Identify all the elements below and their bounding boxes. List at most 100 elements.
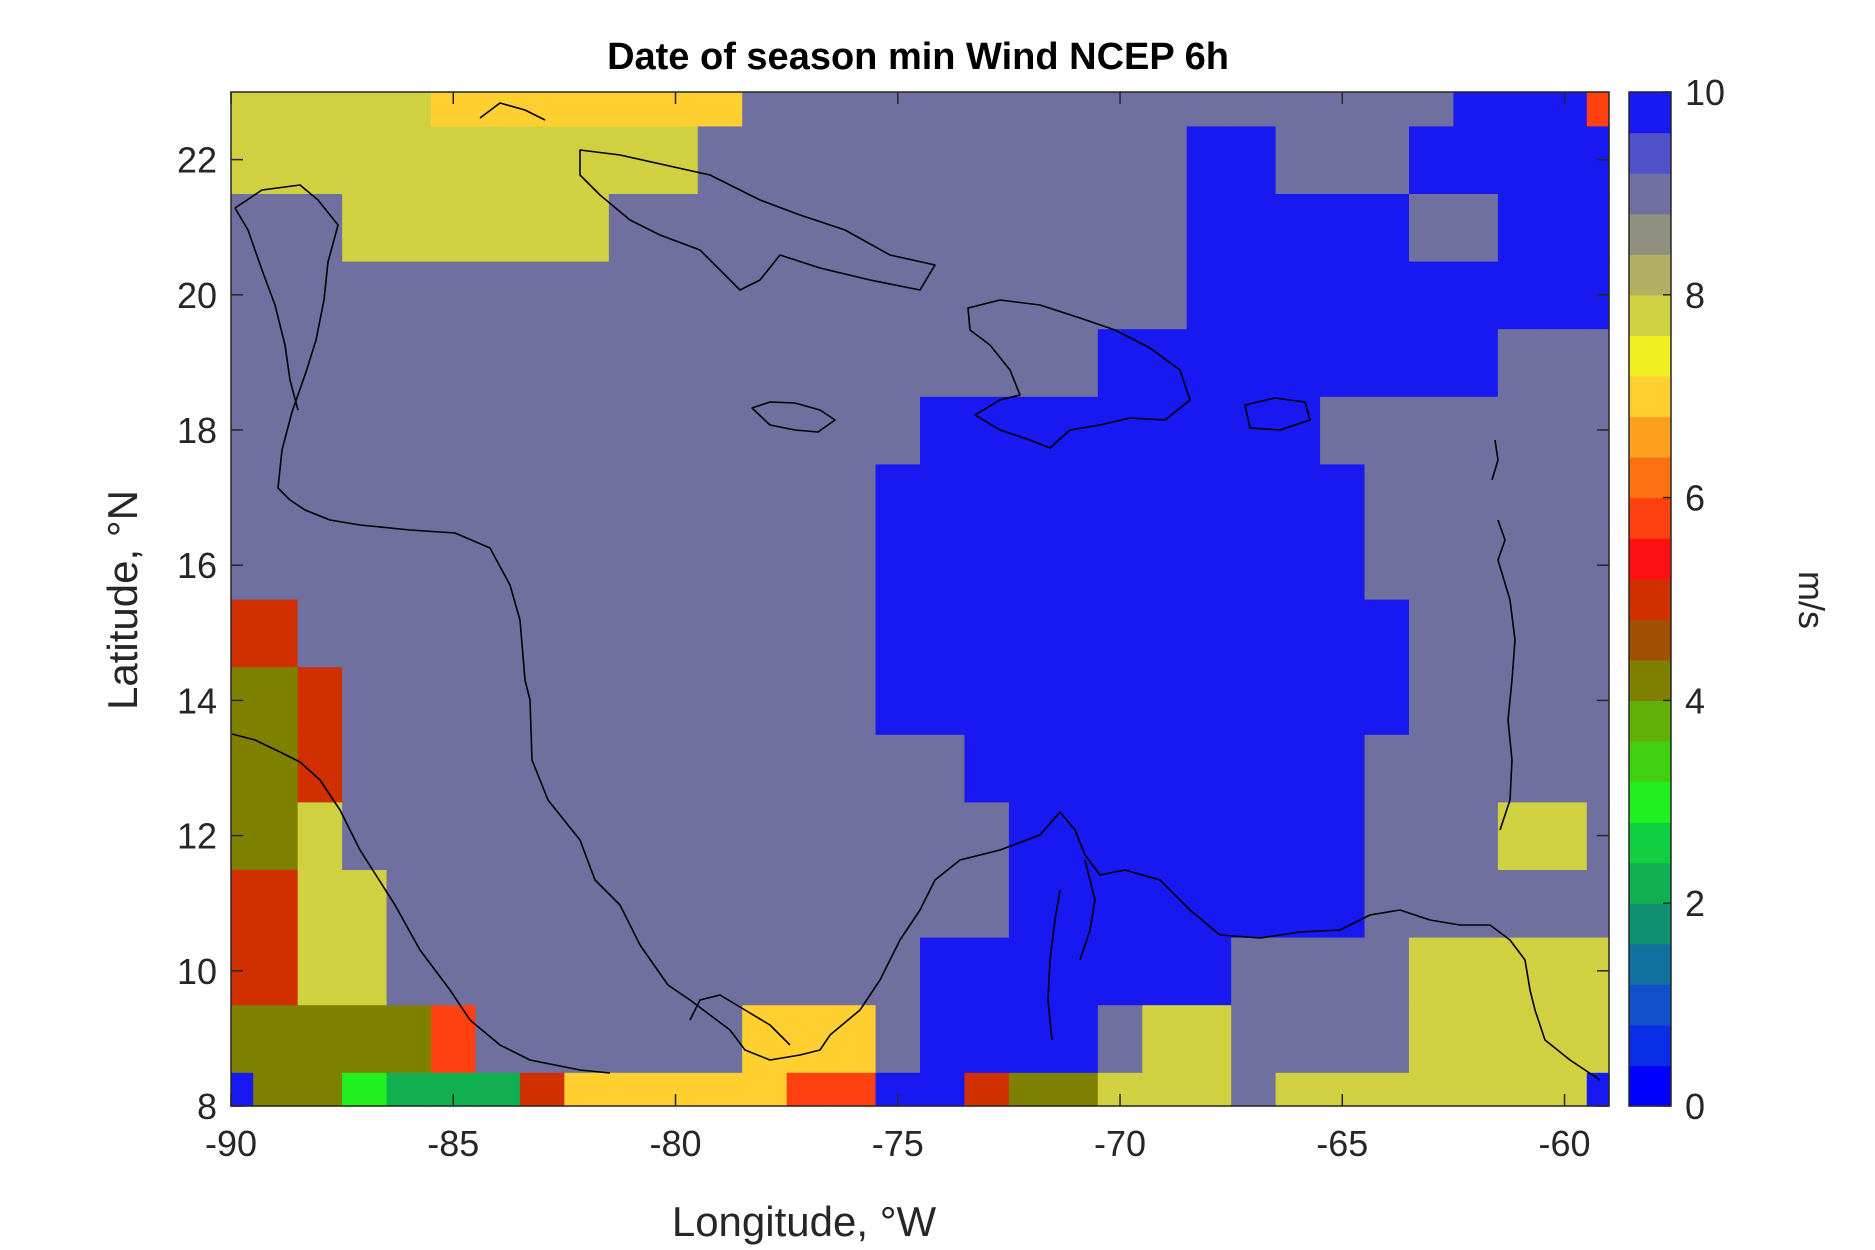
heatmap-cell xyxy=(653,734,699,803)
heatmap-cell xyxy=(831,937,877,1006)
heatmap-cell xyxy=(742,92,788,127)
heatmap-cell xyxy=(519,261,565,330)
heatmap-cell xyxy=(253,125,299,194)
heatmap-cell xyxy=(1275,734,1321,803)
colorbar-segment xyxy=(1629,416,1671,458)
heatmap-cell xyxy=(608,1072,654,1107)
heatmap-cell xyxy=(653,531,699,600)
heatmap-cell xyxy=(1364,463,1410,532)
heatmap-cell xyxy=(1453,801,1499,870)
heatmap-cell xyxy=(1497,92,1543,127)
colorbar-segment xyxy=(1629,578,1671,620)
heatmap-cell xyxy=(564,1072,610,1107)
heatmap-cell xyxy=(1053,937,1099,1006)
heatmap-cell xyxy=(1186,666,1232,735)
colorbar-tick-label: 4 xyxy=(1685,680,1705,721)
heatmap-cell xyxy=(1453,869,1499,938)
heatmap-cell xyxy=(386,937,432,1006)
heatmap-cell xyxy=(1453,1004,1499,1073)
heatmap-cell xyxy=(608,328,654,397)
y-tick-label: 16 xyxy=(177,545,217,586)
colorbar-segment xyxy=(1629,335,1671,377)
heatmap-cell xyxy=(1008,734,1054,803)
heatmap-cell xyxy=(1275,801,1321,870)
heatmap-cell xyxy=(964,261,1010,330)
heatmap-cell xyxy=(1275,328,1321,397)
heatmap-cell xyxy=(1497,261,1543,330)
colorbar-segment xyxy=(1629,294,1671,336)
heatmap-cell xyxy=(964,125,1010,194)
heatmap-cell xyxy=(1453,1072,1499,1107)
heatmap-cell xyxy=(519,92,565,127)
heatmap-cell xyxy=(342,599,388,668)
heatmap-cell xyxy=(742,801,788,870)
heatmap-cell xyxy=(1497,125,1543,194)
heatmap-cell xyxy=(1186,1072,1232,1107)
heatmap-cell xyxy=(1097,801,1143,870)
colorbar-border xyxy=(1628,91,1672,1107)
heatmap-cell xyxy=(519,937,565,1006)
heatmap-cell xyxy=(786,869,832,938)
heatmap-cell xyxy=(1408,92,1455,127)
heatmap-cell xyxy=(1097,396,1143,465)
heatmap-cell xyxy=(697,734,743,803)
y-tick-label: 10 xyxy=(177,951,217,992)
heatmap-cell xyxy=(1320,261,1366,330)
heatmap-cell xyxy=(475,328,521,397)
heatmap-cell xyxy=(431,125,477,194)
heatmap-cell xyxy=(519,193,565,262)
colorbar-segment xyxy=(1629,173,1671,215)
heatmap-cell xyxy=(1008,801,1054,870)
heatmap-cell xyxy=(1320,463,1366,532)
heatmap-cell xyxy=(964,599,1010,668)
heatmap-cell xyxy=(475,261,521,330)
heatmap-cell xyxy=(831,328,877,397)
heatmap-cell xyxy=(786,599,832,668)
heatmap-cell xyxy=(786,937,832,1006)
heatmap-cell xyxy=(653,599,699,668)
heatmap-cell xyxy=(297,125,343,194)
heatmap-cell xyxy=(964,1004,1010,1073)
heatmap-cell xyxy=(653,869,699,938)
heatmap-cell xyxy=(1053,1072,1099,1107)
heatmap-cell xyxy=(1453,261,1499,330)
heatmap-cell xyxy=(475,1004,521,1073)
heatmap-cell xyxy=(475,396,521,465)
heatmap-cell xyxy=(342,261,388,330)
heatmap-cell xyxy=(1497,801,1543,870)
heatmap-cell xyxy=(1008,125,1054,194)
heatmap-cell xyxy=(1586,463,1610,532)
heatmap-cell xyxy=(253,396,299,465)
x-tick-label: -60 xyxy=(1539,1123,1591,1164)
heatmap-cell xyxy=(1408,801,1455,870)
heatmap-cell xyxy=(875,463,921,532)
heatmap-cell xyxy=(964,92,1010,127)
heatmap-cell xyxy=(653,328,699,397)
heatmap-cell xyxy=(1453,463,1499,532)
heatmap-cell xyxy=(564,463,610,532)
heatmap-cell xyxy=(386,125,432,194)
heatmap-cell xyxy=(1275,869,1321,938)
heatmap-cell xyxy=(1142,869,1188,938)
heatmap-cell xyxy=(875,125,921,194)
heatmap-cell xyxy=(1053,92,1099,127)
heatmap-cell xyxy=(831,92,877,127)
heatmap-cell xyxy=(1542,193,1588,262)
heatmap-cell xyxy=(1586,328,1610,397)
heatmap-cell xyxy=(1097,463,1143,532)
heatmap-cell xyxy=(697,1072,743,1107)
heatmap-cell xyxy=(1497,599,1543,668)
heatmap-cell xyxy=(1231,92,1277,127)
colorbar-segment xyxy=(1629,213,1671,255)
heatmap-cell xyxy=(875,937,921,1006)
heatmap-cell xyxy=(564,193,610,262)
heatmap-cell xyxy=(1053,193,1099,262)
heatmap-cell xyxy=(653,801,699,870)
heatmap-cell xyxy=(1364,92,1410,127)
heatmap-cell xyxy=(519,666,565,735)
heatmap-cell xyxy=(920,1072,966,1107)
heatmap-cell xyxy=(1453,193,1499,262)
heatmap-cell xyxy=(475,92,521,127)
heatmap-cell xyxy=(1142,937,1188,1006)
heatmap-cell xyxy=(386,193,432,262)
